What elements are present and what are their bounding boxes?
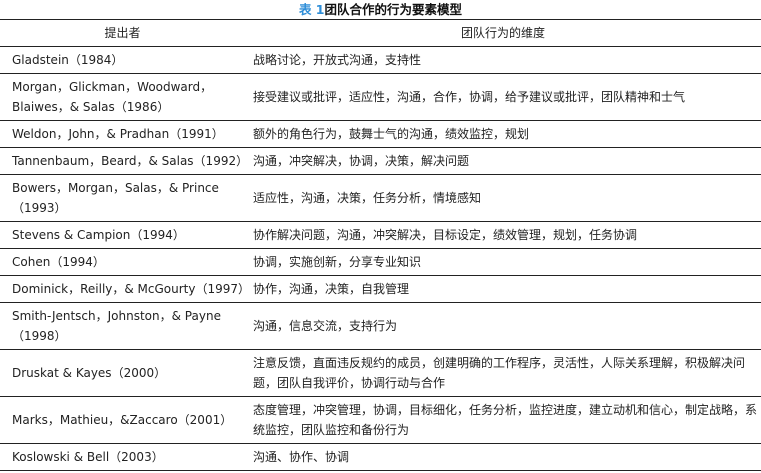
dimensions-cell: 接受建议或批评，适应性，沟通，合作，协调，给予建议或批评，团队精神和士气: [245, 73, 761, 121]
dimensions-cell: 协作，沟通，决策，自我管理: [245, 275, 761, 303]
author-cell: Stevens & Campion（1994）: [0, 221, 245, 249]
author-cell: Dominick，Reilly，& McGourty（1997）: [0, 275, 250, 303]
table-row: Tannenbaum，Beard，& Salas（1992） 沟通，冲突解决，协调…: [0, 147, 761, 175]
table-row: Smith-Jentsch，Johnston，& Payne（1998） 沟通，信…: [0, 302, 761, 350]
table-caption: 表 1团队合作的行为要素模型: [0, 0, 761, 19]
author-cell: Koslowski & Bell（2003）: [0, 443, 245, 471]
behavior-model-table: 提出者 团队行为的维度 Gladstein（1984） 战略讨论，开放式沟通，支持…: [0, 19, 761, 471]
table-row: Druskat & Kayes（2000） 注意反馈，直面违反规约的成员，创建明确…: [0, 349, 761, 397]
table-row: Marks，Mathieu，&Zaccaro（2001） 态度管理，冲突管理，协调…: [0, 396, 761, 444]
dimensions-cell: 战略讨论，开放式沟通，支持性: [245, 46, 761, 74]
table-number: 表 1: [298, 2, 325, 17]
author-cell: Cohen（1994）: [0, 248, 245, 276]
dimensions-cell: 协调，实施创新，分享专业知识: [245, 248, 761, 276]
dimensions-cell: 态度管理，冲突管理，协调，目标细化，任务分析，监控进度，建立动机和信心，制定战略…: [245, 396, 761, 444]
author-cell: Smith-Jentsch，Johnston，& Payne（1998）: [0, 302, 245, 350]
table-row: Stevens & Campion（1994） 协作解决问题，沟通，冲突解决，目标…: [0, 221, 761, 249]
author-cell: Tannenbaum，Beard，& Salas（1992）: [0, 147, 248, 175]
column-header-dimensions: 团队行为的维度: [245, 19, 761, 47]
table-row: Bowers，Morgan，Salas，& Prince（1993） 适应性，沟通…: [0, 174, 761, 222]
author-cell: Weldon，John，& Pradhan（1991）: [0, 120, 245, 148]
table-row: Gladstein（1984） 战略讨论，开放式沟通，支持性: [0, 46, 761, 74]
dimensions-cell: 沟通，信息交流，支持行为: [245, 302, 761, 350]
table-row: Koslowski & Bell（2003） 沟通、协作、协调: [0, 443, 761, 471]
dimensions-cell: 沟通，冲突解决，协调，决策，解决问题: [245, 147, 761, 175]
dimensions-cell: 适应性，沟通，决策，任务分析，情境感知: [245, 174, 761, 222]
author-cell: Morgan，Glickman，Woodward，Blaiwes，& Salas…: [0, 73, 245, 121]
table-row: Morgan，Glickman，Woodward，Blaiwes，& Salas…: [0, 73, 761, 121]
author-cell: Druskat & Kayes（2000）: [0, 349, 245, 397]
table-title: 团队合作的行为要素模型: [324, 2, 463, 17]
author-cell: Marks，Mathieu，&Zaccaro（2001）: [0, 396, 245, 444]
dimensions-cell: 沟通、协作、协调: [245, 443, 761, 471]
column-header-author: 提出者: [0, 19, 245, 47]
author-cell: Gladstein（1984）: [0, 46, 245, 74]
table-row: Weldon，John，& Pradhan（1991） 额外的角色行为，鼓舞士气的…: [0, 120, 761, 148]
dimensions-cell: 协作解决问题，沟通，冲突解决，目标设定，绩效管理，规划，任务协调: [245, 221, 761, 249]
dimensions-cell: 额外的角色行为，鼓舞士气的沟通，绩效监控，规划: [245, 120, 761, 148]
table-row: Dominick，Reilly，& McGourty（1997） 协作，沟通，决策…: [0, 275, 761, 303]
author-cell: Bowers，Morgan，Salas，& Prince（1993）: [0, 174, 245, 222]
header-row: 提出者 团队行为的维度: [0, 19, 761, 47]
dimensions-cell: 注意反馈，直面违反规约的成员，创建明确的工作程序，灵活性，人际关系理解，积极解决…: [245, 349, 761, 397]
table-row: Cohen（1994） 协调，实施创新，分享专业知识: [0, 248, 761, 276]
